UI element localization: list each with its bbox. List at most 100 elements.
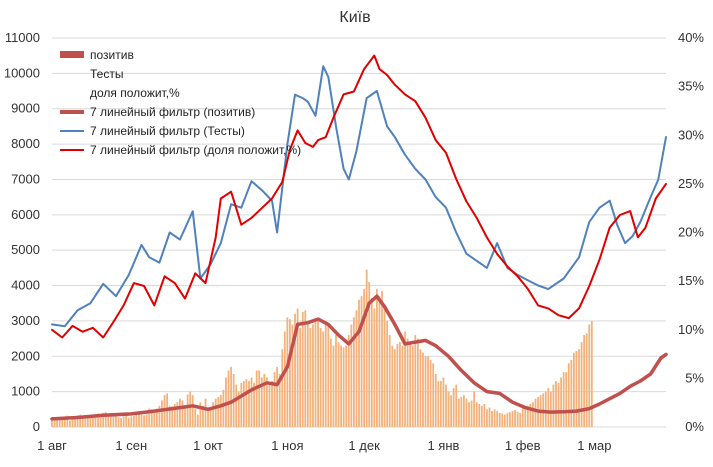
bar <box>250 377 253 427</box>
gridlines <box>52 37 666 428</box>
left-tick-label: 1000 <box>11 384 40 399</box>
bar <box>115 413 117 427</box>
bar <box>140 414 143 427</box>
tests-smooth-line <box>51 65 667 328</box>
bar <box>422 352 424 427</box>
bar <box>503 414 506 427</box>
bar <box>102 412 105 427</box>
bar <box>526 405 529 427</box>
bar <box>120 418 122 427</box>
bar <box>427 356 429 427</box>
bar <box>506 412 509 427</box>
bar <box>204 398 207 427</box>
bar <box>242 381 245 427</box>
bar <box>112 414 115 427</box>
bar <box>212 402 215 427</box>
bar <box>501 413 504 427</box>
left-tick-label: 11000 <box>5 30 40 45</box>
bar <box>278 373 281 427</box>
bar <box>109 415 112 427</box>
x-axis-ticks: 1 авг 1 сен 1 окт 1 ноя 1 дек 1 янв 1 фев 1 мар <box>37 438 611 453</box>
bar <box>358 299 360 427</box>
bar <box>457 398 460 427</box>
bar <box>565 372 568 427</box>
bar <box>524 407 527 427</box>
bar <box>406 338 409 427</box>
bar <box>309 327 312 427</box>
bar <box>355 310 358 427</box>
bar <box>473 391 476 427</box>
bar <box>260 377 263 427</box>
bar <box>337 342 340 427</box>
bar <box>529 404 532 427</box>
x-tick-label: 1 фев <box>505 438 541 453</box>
bar <box>66 415 69 427</box>
right-tick-label: 20% <box>678 225 704 240</box>
bar <box>409 342 412 427</box>
bar <box>480 405 483 427</box>
bar <box>84 417 87 427</box>
bar <box>248 381 250 427</box>
bar <box>437 381 440 427</box>
bar <box>368 282 371 427</box>
bar <box>478 404 481 427</box>
bar <box>360 296 363 427</box>
bar <box>509 412 511 427</box>
bar <box>286 317 289 427</box>
bar <box>253 382 256 427</box>
bar <box>327 324 330 427</box>
bar <box>549 391 552 427</box>
bar <box>324 320 327 427</box>
bar <box>475 402 478 427</box>
bar <box>266 377 268 427</box>
x-tick-label: 1 окт <box>193 438 223 453</box>
positive-bars <box>51 269 593 427</box>
legend-label: 7 линейный фильтр (доля положит,%) <box>90 143 301 157</box>
bar <box>442 377 445 427</box>
left-axis-ticks: 0 1000 2000 3000 4000 5000 6000 7000 8000 9000 100… <box>4 30 40 434</box>
right-tick-label: 35% <box>678 79 704 94</box>
bar <box>345 345 348 427</box>
bar <box>514 410 516 427</box>
bar <box>306 320 309 427</box>
bar <box>434 373 437 427</box>
bar <box>580 342 583 427</box>
bar <box>376 289 378 427</box>
bar <box>69 420 71 427</box>
bar <box>312 324 314 427</box>
bar <box>424 356 427 427</box>
left-tick-label: 8000 <box>11 136 40 151</box>
bar <box>148 408 151 427</box>
x-tick-label: 1 мар <box>577 438 611 453</box>
bar <box>161 400 163 427</box>
bar <box>411 345 414 427</box>
bar <box>532 402 534 427</box>
bar <box>416 338 419 427</box>
bar <box>51 420 53 427</box>
bar <box>227 370 230 427</box>
bar <box>342 347 345 427</box>
bar <box>370 297 373 427</box>
bar <box>555 381 557 427</box>
bar <box>455 384 458 427</box>
bar <box>235 384 238 427</box>
bar <box>89 415 92 427</box>
bar <box>404 331 406 427</box>
bar <box>222 389 225 427</box>
bar <box>207 410 209 427</box>
bar <box>168 405 171 427</box>
legend-label: 7 линейный фильтр (позитив) <box>90 105 255 119</box>
bar <box>56 418 59 427</box>
bar <box>125 414 128 427</box>
bar <box>432 363 435 427</box>
bar <box>465 398 468 427</box>
bar <box>575 350 578 427</box>
bar <box>332 345 335 427</box>
bar <box>127 417 130 427</box>
bar <box>209 407 212 427</box>
bar <box>491 411 493 427</box>
bar <box>299 327 302 427</box>
bar <box>304 310 307 427</box>
bar <box>557 382 560 427</box>
left-tick-label: 3000 <box>11 313 40 328</box>
